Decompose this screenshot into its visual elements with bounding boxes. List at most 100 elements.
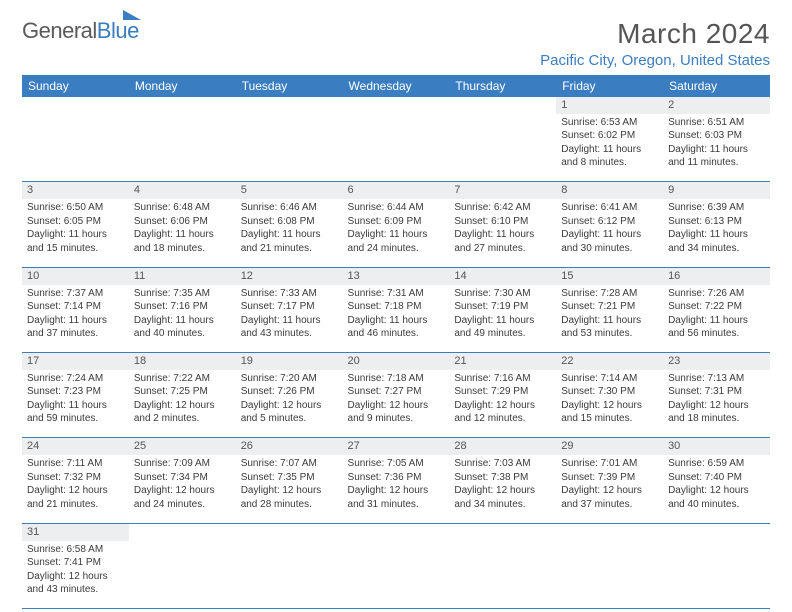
day-number: 26 [236,438,343,455]
sunrise-text: Sunrise: 7:31 AM [348,287,445,301]
day-number [343,97,450,114]
day-cell [663,541,770,609]
sunset-text: Sunset: 6:12 PM [561,215,658,229]
sunrise-text: Sunrise: 6:59 AM [668,457,765,471]
day-cell: Sunrise: 7:14 AMSunset: 7:30 PMDaylight:… [556,370,663,438]
sunrise-text: Sunrise: 7:26 AM [668,287,765,301]
daylight-text: Daylight: 11 hours and 11 minutes. [668,143,765,170]
sunset-text: Sunset: 6:13 PM [668,215,765,229]
sunrise-text: Sunrise: 6:53 AM [561,116,658,130]
day-number-row: 31 [22,523,770,540]
daylight-text: Daylight: 11 hours and 8 minutes. [561,143,658,170]
day-cell: Sunrise: 6:39 AMSunset: 6:13 PMDaylight:… [663,199,770,267]
day-cell: Sunrise: 7:03 AMSunset: 7:38 PMDaylight:… [449,455,556,523]
daylight-text: Daylight: 11 hours and 34 minutes. [668,228,765,255]
sunset-text: Sunset: 7:36 PM [348,471,445,485]
sunset-text: Sunset: 7:39 PM [561,471,658,485]
day-cell: Sunrise: 7:20 AMSunset: 7:26 PMDaylight:… [236,370,343,438]
sunset-text: Sunset: 7:25 PM [134,385,231,399]
sunrise-text: Sunrise: 7:13 AM [668,372,765,386]
sunset-text: Sunset: 6:02 PM [561,129,658,143]
sunset-text: Sunset: 7:21 PM [561,300,658,314]
sunrise-text: Sunrise: 6:39 AM [668,201,765,215]
daylight-text: Daylight: 12 hours and 40 minutes. [668,484,765,511]
day-number: 7 [449,182,556,199]
day-number: 10 [22,267,129,284]
sunset-text: Sunset: 6:10 PM [454,215,551,229]
sunset-text: Sunset: 7:16 PM [134,300,231,314]
sunset-text: Sunset: 6:05 PM [27,215,124,229]
weekday-saturday: Saturday [663,75,770,97]
daylight-text: Daylight: 11 hours and 43 minutes. [241,314,338,341]
day-number: 15 [556,267,663,284]
day-number [236,97,343,114]
day-content-row: Sunrise: 6:50 AMSunset: 6:05 PMDaylight:… [22,199,770,267]
daylight-text: Daylight: 11 hours and 21 minutes. [241,228,338,255]
daylight-text: Daylight: 11 hours and 46 minutes. [348,314,445,341]
daylight-text: Daylight: 12 hours and 34 minutes. [454,484,551,511]
daylight-text: Daylight: 11 hours and 37 minutes. [27,314,124,341]
sunrise-text: Sunrise: 7:22 AM [134,372,231,386]
sunset-text: Sunset: 7:31 PM [668,385,765,399]
daylight-text: Daylight: 11 hours and 40 minutes. [134,314,231,341]
day-number: 30 [663,438,770,455]
day-cell: Sunrise: 7:01 AMSunset: 7:39 PMDaylight:… [556,455,663,523]
sunrise-text: Sunrise: 6:42 AM [454,201,551,215]
daylight-text: Daylight: 12 hours and 15 minutes. [561,399,658,426]
day-number [129,523,236,540]
day-cell [129,114,236,182]
daylight-text: Daylight: 12 hours and 18 minutes. [668,399,765,426]
day-number: 20 [343,353,450,370]
sunrise-text: Sunrise: 7:01 AM [561,457,658,471]
day-number: 14 [449,267,556,284]
daylight-text: Daylight: 11 hours and 15 minutes. [27,228,124,255]
day-cell [449,114,556,182]
day-number: 21 [449,353,556,370]
day-number: 12 [236,267,343,284]
sunset-text: Sunset: 7:41 PM [27,556,124,570]
day-cell [343,114,450,182]
day-cell [129,541,236,609]
sunset-text: Sunset: 7:29 PM [454,385,551,399]
weekday-wednesday: Wednesday [343,75,450,97]
sunset-text: Sunset: 7:32 PM [27,471,124,485]
sunrise-text: Sunrise: 7:28 AM [561,287,658,301]
day-cell: Sunrise: 7:07 AMSunset: 7:35 PMDaylight:… [236,455,343,523]
day-cell: Sunrise: 7:24 AMSunset: 7:23 PMDaylight:… [22,370,129,438]
sunrise-text: Sunrise: 7:20 AM [241,372,338,386]
day-number [556,523,663,540]
sunrise-text: Sunrise: 6:58 AM [27,543,124,557]
day-cell: Sunrise: 7:09 AMSunset: 7:34 PMDaylight:… [129,455,236,523]
sunrise-text: Sunrise: 6:48 AM [134,201,231,215]
sunset-text: Sunset: 7:35 PM [241,471,338,485]
day-cell: Sunrise: 6:58 AMSunset: 7:41 PMDaylight:… [22,541,129,609]
day-cell [343,541,450,609]
daylight-text: Daylight: 11 hours and 27 minutes. [454,228,551,255]
day-number [449,523,556,540]
weekday-sunday: Sunday [22,75,129,97]
sunrise-text: Sunrise: 7:11 AM [27,457,124,471]
day-number: 19 [236,353,343,370]
day-number-row: 10111213141516 [22,267,770,284]
sunrise-text: Sunrise: 7:37 AM [27,287,124,301]
day-cell: Sunrise: 7:26 AMSunset: 7:22 PMDaylight:… [663,285,770,353]
daylight-text: Daylight: 12 hours and 31 minutes. [348,484,445,511]
daylight-text: Daylight: 11 hours and 56 minutes. [668,314,765,341]
day-number [343,523,450,540]
sunset-text: Sunset: 6:09 PM [348,215,445,229]
sunrise-text: Sunrise: 6:50 AM [27,201,124,215]
weekday-thursday: Thursday [449,75,556,97]
daylight-text: Daylight: 11 hours and 59 minutes. [27,399,124,426]
day-cell: Sunrise: 7:11 AMSunset: 7:32 PMDaylight:… [22,455,129,523]
sunset-text: Sunset: 7:30 PM [561,385,658,399]
logo-general-text: General [22,18,97,43]
sunrise-text: Sunrise: 7:24 AM [27,372,124,386]
sunrise-text: Sunrise: 7:07 AM [241,457,338,471]
day-number-row: 24252627282930 [22,438,770,455]
daylight-text: Daylight: 12 hours and 12 minutes. [454,399,551,426]
day-cell: Sunrise: 7:22 AMSunset: 7:25 PMDaylight:… [129,370,236,438]
calendar-table: Sunday Monday Tuesday Wednesday Thursday… [22,75,770,609]
day-cell: Sunrise: 7:37 AMSunset: 7:14 PMDaylight:… [22,285,129,353]
day-cell: Sunrise: 6:48 AMSunset: 6:06 PMDaylight:… [129,199,236,267]
sunset-text: Sunset: 7:14 PM [27,300,124,314]
